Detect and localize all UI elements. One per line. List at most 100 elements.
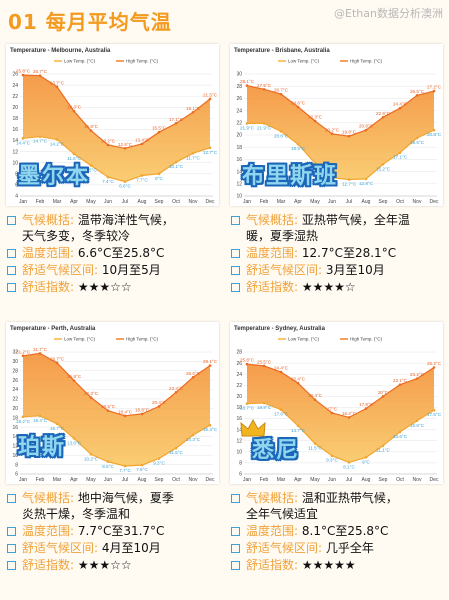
low-temp-label: 12.7°C	[203, 150, 218, 155]
x-tick-label: Jun	[328, 477, 336, 483]
low-temp-label: 16.7°C	[50, 426, 65, 431]
high-temp-point	[245, 84, 249, 87]
low-temp-label: 13.6°C	[67, 440, 82, 445]
temperature-range-band	[247, 364, 434, 463]
high-temp-point	[347, 134, 351, 138]
low-temp-label: 20.8°C	[427, 132, 442, 137]
high-temp-label: 31.7°C	[33, 347, 48, 352]
y-tick-label: 24	[12, 387, 18, 393]
low-temp-label: 9°C	[362, 459, 370, 464]
high-temp-point	[279, 92, 283, 96]
y-tick-label: 4	[15, 194, 18, 200]
low-temp-point	[296, 142, 300, 146]
low-temp-label: 10.2°C	[84, 456, 99, 461]
climate-label: 气候概括:	[246, 491, 299, 505]
comfort-row: 舒适气候区间: 几乎全年	[230, 540, 448, 556]
chart-brisbane: Temperature - Brisbane, Australia Low Tem…	[230, 44, 443, 206]
climate-text: 地中海气候，夏季	[77, 491, 174, 505]
range-row: 温度范围: 8.1°C至25.8°C	[230, 523, 448, 539]
low-temp-label: 14.3°C	[186, 437, 201, 442]
x-tick-label: Apr	[70, 199, 78, 205]
low-temp-point	[191, 152, 195, 155]
low-temp-point	[38, 414, 42, 418]
low-temp-label: 11.5°C	[169, 450, 183, 455]
x-tick-label: Jul	[346, 477, 352, 483]
y-tick-label: 28	[12, 368, 18, 374]
range-row: 温度范围: 7.7°C至31.7°C	[6, 523, 224, 539]
y-tick-label: 22	[236, 383, 242, 389]
high-temp-point	[140, 412, 144, 416]
climate-label: 气候概括:	[22, 491, 75, 505]
x-tick-label: Feb	[36, 477, 45, 483]
x-tick-label: Jun	[328, 199, 336, 205]
high-temp-label: 20.2°C	[325, 127, 340, 132]
low-temp-point	[38, 135, 42, 138]
high-temp-label: 13.4°C	[135, 137, 150, 142]
low-temp-label: 18.8°C	[257, 405, 272, 410]
checkbox-icon	[7, 283, 16, 292]
range-label: 温度范围:	[246, 246, 299, 260]
legend-low-label: Low Temp. (°C)	[64, 59, 95, 64]
low-temp-label: 11.1°C	[376, 448, 390, 453]
high-temp-point	[123, 414, 127, 418]
comfort-text: 10月至5月	[101, 263, 161, 277]
comfort-stars: ★★★★★	[301, 558, 356, 572]
low-temp-label: 9.3°C	[326, 458, 338, 463]
high-temp-label: 25.8°C	[16, 69, 31, 74]
high-temp-point	[157, 130, 161, 134]
city-info: 气候概括: 亚热带气候，全年温 暖，夏季湿热 温度范围: 12.7°C至28.1°…	[230, 212, 448, 296]
temperature-range-band	[23, 75, 210, 182]
chart-sydney: Temperature - Sydney, Australia Low Temp.…	[230, 322, 443, 484]
high-temp-label: 22.3°C	[308, 114, 323, 119]
chart-perth: Temperature - Perth, Australia Low Temp. …	[6, 322, 219, 484]
y-tick-label: 14	[12, 138, 18, 144]
temperature-chart-perth: Temperature - Perth, Australia Low Temp. …	[10, 326, 218, 483]
x-tick-label: Sep	[155, 477, 164, 483]
high-temp-point	[140, 142, 144, 146]
high-temp-label: 15.5°C	[152, 126, 167, 131]
low-temp-point	[140, 463, 144, 467]
high-temp-label: 24.6°C	[291, 100, 306, 105]
high-temp-point	[208, 97, 212, 101]
range-text: 12.7°C至28.1°C	[301, 246, 397, 260]
low-temp-label: 8.1°C	[343, 464, 355, 469]
high-temp-label: 29.1°C	[203, 359, 218, 364]
y-tick-label: 8	[15, 172, 18, 178]
low-temp-label: 7.7°C	[119, 468, 131, 473]
high-temp-point	[296, 105, 300, 109]
climate-text: 温带海洋性气候，	[77, 213, 174, 227]
range-label: 温度范围:	[22, 246, 75, 260]
high-temp-label: 22.4°C	[291, 377, 306, 382]
high-temp-point	[89, 396, 93, 399]
high-temp-point	[415, 377, 419, 380]
checkbox-icon	[7, 494, 16, 503]
checkbox-icon	[231, 561, 240, 570]
y-tick-label: 26	[12, 378, 18, 384]
low-temp-label: 13°C	[327, 180, 338, 185]
high-temp-label: 29.7°C	[50, 356, 65, 361]
checkbox-icon	[231, 249, 240, 258]
high-temp-point	[191, 110, 195, 114]
range-text: 8.1°C至25.8°C	[301, 524, 389, 538]
comfort-row: 舒适气候区间: 4月至10月	[6, 540, 224, 556]
low-temp-label: 17.6°C	[274, 412, 289, 417]
y-tick-label: 12	[236, 182, 242, 188]
temperature-range-band	[247, 85, 434, 180]
high-temp-label: 17°C	[327, 407, 338, 412]
low-temp-point	[313, 442, 317, 445]
low-temp-label: 19.5°C	[410, 140, 425, 145]
low-temp-label: 11.5°C	[308, 446, 322, 451]
range-row: 温度范围: 12.7°C至28.1°C	[230, 245, 448, 261]
low-temp-label: 13.6°C	[393, 434, 408, 439]
x-tick-label: Aug	[362, 199, 371, 205]
high-temp-label: 24.4°C	[393, 102, 408, 107]
y-tick-label: 14	[236, 427, 242, 433]
y-tick-label: 10	[12, 160, 18, 166]
y-tick-label: 20	[236, 394, 242, 400]
y-tick-label: 10	[236, 194, 242, 200]
y-tick-label: 30	[12, 359, 18, 365]
comfort-text: 3月至10月	[325, 263, 385, 277]
checkbox-icon	[7, 216, 16, 225]
x-tick-label: Oct	[172, 199, 180, 205]
high-temp-point	[21, 73, 25, 77]
